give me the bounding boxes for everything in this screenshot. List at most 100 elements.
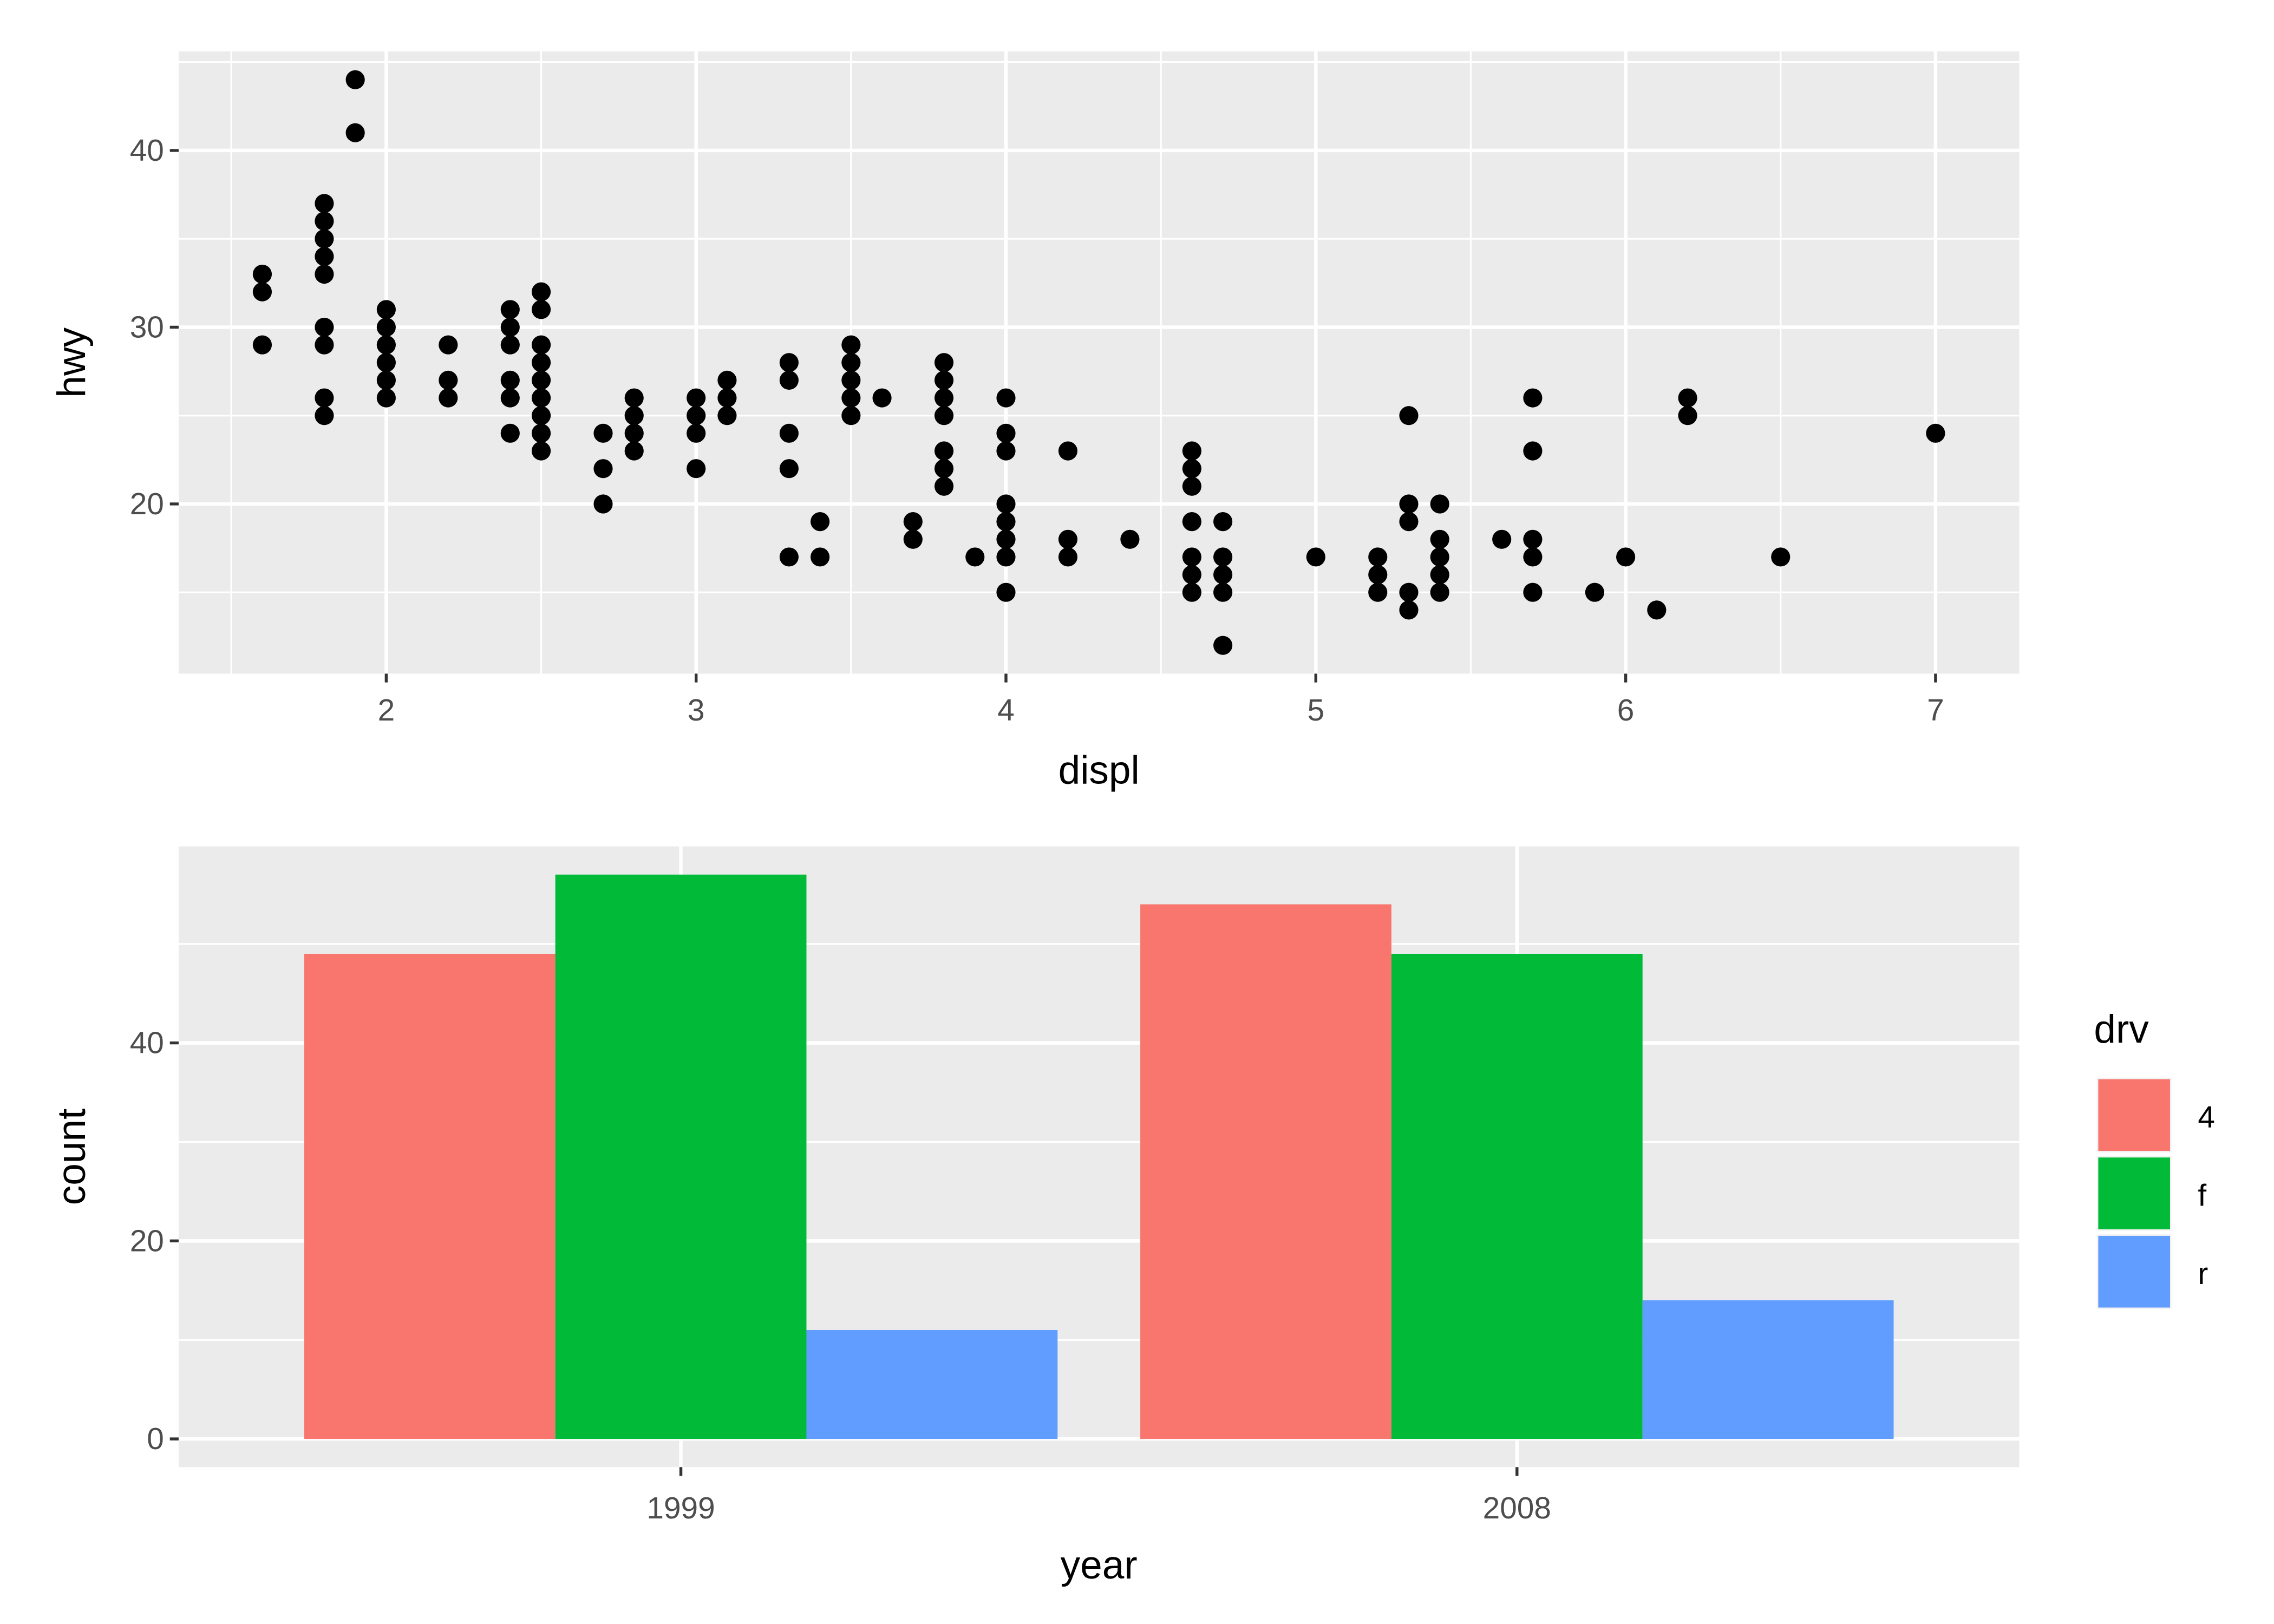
data-point <box>1430 565 1449 585</box>
x-tick-label: 5 <box>1308 693 1325 728</box>
data-point <box>965 547 985 567</box>
data-point <box>1430 529 1449 549</box>
data-point <box>934 459 954 479</box>
y-tick-label: 20 <box>130 487 164 521</box>
data-point <box>531 423 551 443</box>
legend-key-r <box>2098 1235 2170 1308</box>
bar-2008-r <box>1642 1300 1894 1439</box>
data-point <box>1058 529 1078 549</box>
bar-2008-4 <box>1140 904 1391 1439</box>
legend-key-4 <box>2098 1079 2170 1151</box>
data-point <box>996 388 1016 408</box>
data-point <box>1182 441 1201 461</box>
data-point <box>841 406 861 425</box>
data-point <box>439 335 458 355</box>
x-axis-title: year <box>1061 1543 1138 1587</box>
data-point <box>934 406 954 425</box>
data-point <box>531 388 551 408</box>
x-tick-label: 1999 <box>646 1491 715 1525</box>
data-point <box>811 547 830 567</box>
data-point <box>1678 406 1697 425</box>
data-point <box>1213 565 1233 585</box>
x-tick-label: 7 <box>1927 693 1944 728</box>
data-point <box>1430 582 1449 602</box>
x-axis-title: displ <box>1058 748 1140 792</box>
data-point <box>687 459 706 479</box>
data-point <box>593 459 613 479</box>
data-point <box>996 423 1016 443</box>
data-point <box>1213 636 1233 655</box>
data-point <box>376 353 396 372</box>
data-point <box>376 317 396 337</box>
data-point <box>1213 582 1233 602</box>
data-point <box>841 353 861 372</box>
data-point <box>1616 547 1636 567</box>
data-point <box>687 388 706 408</box>
legend-key-f <box>2098 1157 2170 1229</box>
data-point <box>376 335 396 355</box>
data-point <box>593 494 613 514</box>
data-point <box>1182 459 1201 479</box>
y-axis-title: count <box>50 1109 94 1206</box>
data-point <box>687 406 706 425</box>
data-point <box>872 388 892 408</box>
data-point <box>1368 547 1388 567</box>
data-point <box>934 353 954 372</box>
data-point <box>1213 547 1233 567</box>
data-point <box>624 406 644 425</box>
x-tick-label: 6 <box>1617 693 1635 728</box>
data-point <box>903 512 923 532</box>
data-point <box>1058 547 1078 567</box>
data-point <box>593 423 613 443</box>
data-point <box>1523 582 1543 602</box>
data-point <box>376 370 396 390</box>
data-point <box>1368 582 1388 602</box>
data-point <box>1368 565 1388 585</box>
data-point <box>1306 547 1325 567</box>
data-point <box>624 441 644 461</box>
data-point <box>252 335 272 355</box>
data-point <box>1182 582 1201 602</box>
y-tick-label: 0 <box>147 1422 164 1456</box>
data-point <box>1399 600 1419 620</box>
data-point <box>1523 441 1543 461</box>
data-point <box>1399 494 1419 514</box>
data-point <box>996 512 1016 532</box>
data-point <box>531 282 551 302</box>
scatter-panel <box>178 51 2020 674</box>
data-point <box>315 388 334 408</box>
data-point <box>1058 441 1078 461</box>
data-point <box>500 317 520 337</box>
data-point <box>439 370 458 390</box>
data-point <box>841 335 861 355</box>
data-point <box>624 423 644 443</box>
bar-1999-4 <box>304 953 556 1439</box>
data-point <box>1492 529 1512 549</box>
data-point <box>1182 565 1201 585</box>
data-point <box>531 300 551 319</box>
data-point <box>1213 512 1233 532</box>
data-point <box>1523 529 1543 549</box>
data-point <box>841 370 861 390</box>
data-point <box>376 300 396 319</box>
legend: drv 4 f r <box>2094 1007 2215 1309</box>
data-point <box>531 335 551 355</box>
x-tick-label: 3 <box>688 693 705 728</box>
data-point <box>1771 547 1791 567</box>
data-point <box>1399 406 1419 425</box>
data-point <box>996 582 1016 602</box>
data-point <box>1430 494 1449 514</box>
data-point <box>934 370 954 390</box>
data-point <box>315 406 334 425</box>
data-point <box>315 247 334 266</box>
data-point <box>315 317 334 337</box>
data-point <box>1926 423 1945 443</box>
data-point <box>1399 582 1419 602</box>
y-axis-title: hwy <box>50 327 94 397</box>
data-point <box>1120 529 1140 549</box>
data-point <box>717 388 737 408</box>
data-point <box>500 423 520 443</box>
y-tick-label: 40 <box>130 134 164 168</box>
data-point <box>1523 388 1543 408</box>
